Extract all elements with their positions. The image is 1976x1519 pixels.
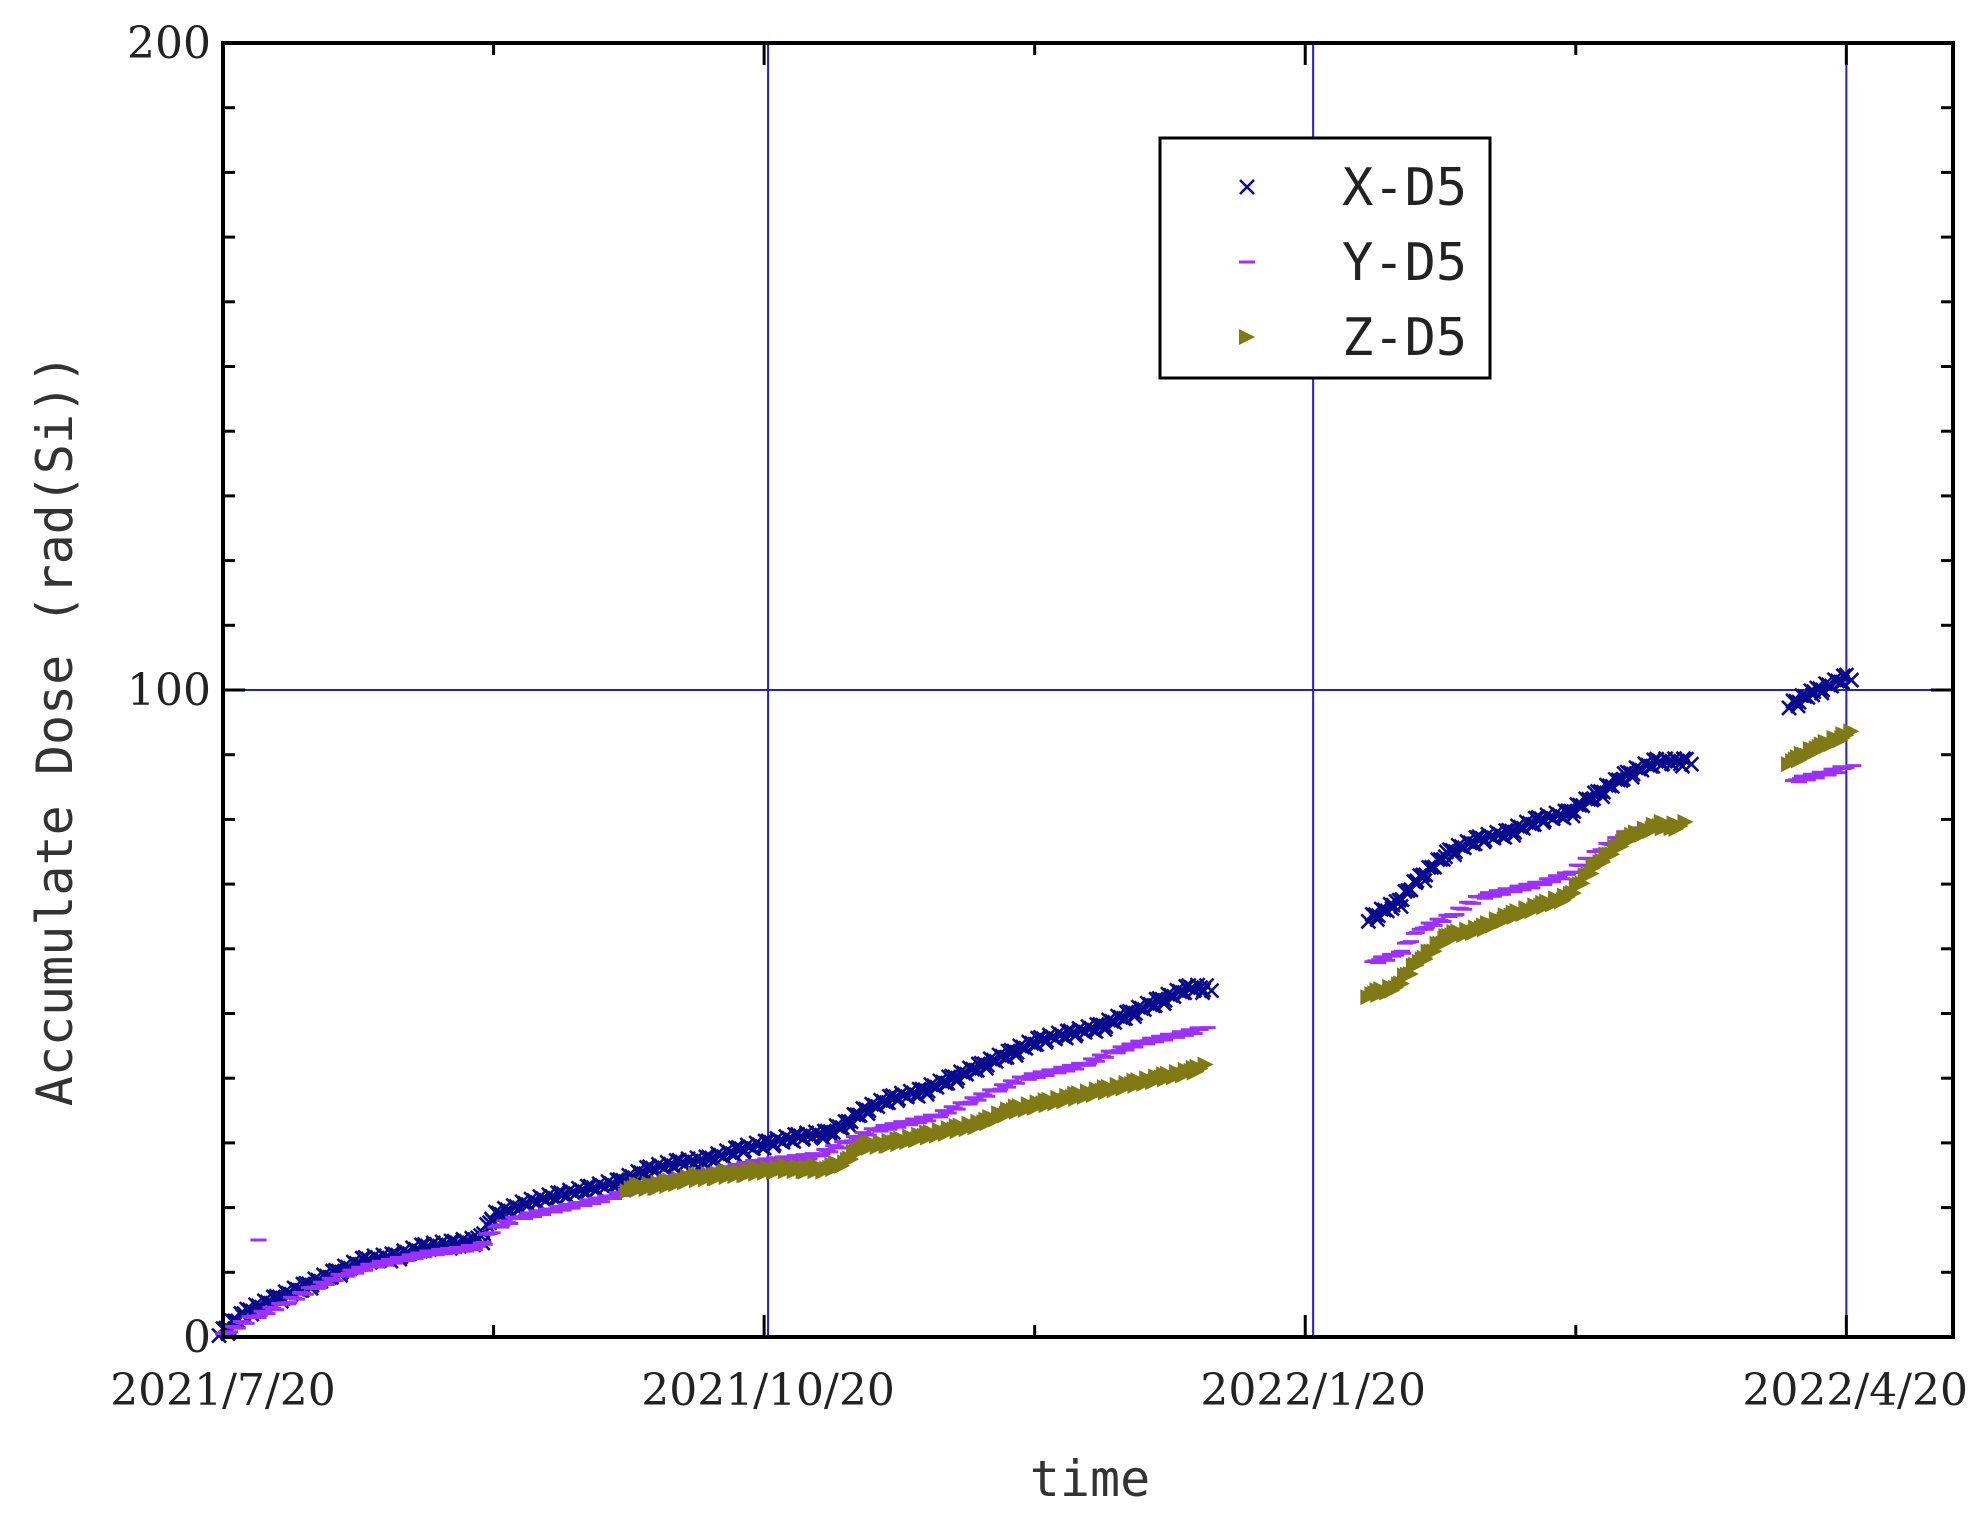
data-point [1197, 1056, 1214, 1073]
data-point [1194, 984, 1211, 1001]
y-axis-title: Accumulate Dose (rad(Si)) [26, 354, 84, 1107]
data-point [1834, 730, 1851, 747]
data-point [1527, 810, 1544, 827]
data-point [1835, 667, 1852, 684]
legend-box [1158, 136, 1492, 380]
data-point [881, 1088, 898, 1105]
data-point [1834, 674, 1851, 690]
legend-label-y-d5: Y-D5 [1342, 233, 1467, 293]
data-point [1029, 1030, 1046, 1047]
x-tick-label: 2021/7/20 [110, 1365, 336, 1416]
x-axis-title: time [1030, 1450, 1150, 1508]
data-point [1402, 881, 1419, 898]
data-point [1677, 813, 1694, 830]
plot-frame [221, 41, 1955, 1339]
data-point [638, 1159, 655, 1176]
data-point [1568, 796, 1585, 813]
x-tick-label: 2022/4/20 [1742, 1365, 1968, 1416]
legend-label-x-d5: X-D5 [1342, 158, 1467, 218]
legend-marker-x-d5 [1239, 179, 1255, 195]
x-tick-label: 2022/1/20 [1200, 1365, 1426, 1416]
data-point [1598, 777, 1615, 794]
series-z-d5 [619, 723, 1860, 1200]
data-point [1468, 829, 1484, 846]
legend-label-z-d5: Z-D5 [1342, 308, 1467, 368]
data-point [1176, 984, 1193, 1001]
y-tick-label: 200 [127, 18, 211, 69]
x-tick-label: 2021/10/20 [641, 1365, 895, 1416]
y-tick-label: 0 [183, 1312, 211, 1363]
legend: X-D5 Y-D5 Z-D5 [1158, 136, 1492, 380]
tick-labels: 0 100 200 2021/7/20 2021/10/20 2022/1/20 2022/… [110, 18, 1968, 1416]
data-point [1188, 1063, 1205, 1080]
y-tick-label: 100 [127, 665, 211, 716]
legend-marker-z-d5 [1239, 329, 1255, 345]
data-point [1644, 758, 1661, 775]
data-point [1674, 758, 1691, 775]
data-series [211, 667, 1862, 1344]
data-point [846, 1106, 862, 1123]
data-point [1843, 723, 1860, 740]
data-point [1668, 820, 1685, 837]
